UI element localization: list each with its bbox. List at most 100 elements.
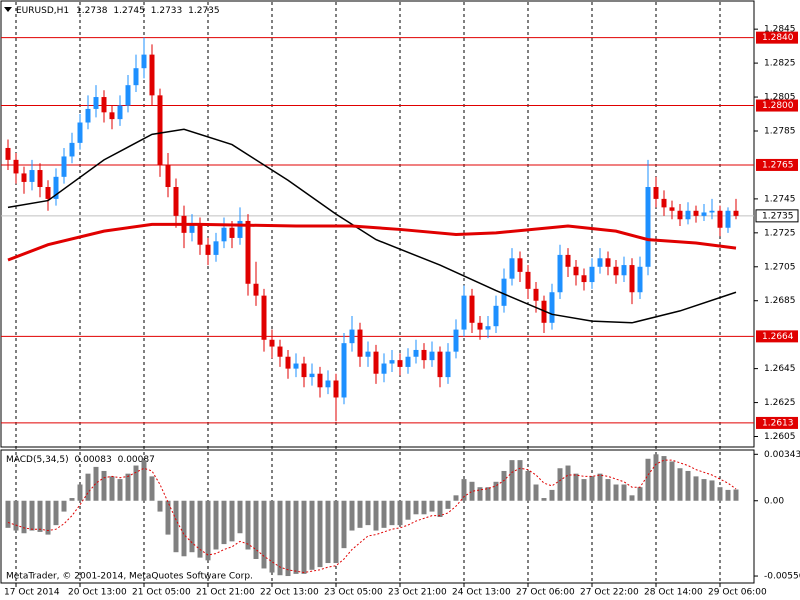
level-label: 1.2800 [762, 101, 794, 111]
macd-bar [325, 500, 331, 564]
candle-body [429, 351, 435, 361]
candle-body [637, 266, 643, 293]
y-tick-label: 0.00343 [764, 450, 800, 460]
candle-body [5, 147, 11, 160]
macd-bar [701, 479, 707, 501]
candle-body [77, 122, 83, 143]
candle-body [445, 351, 451, 378]
candle-body [229, 227, 235, 238]
candle-body [269, 339, 275, 347]
candle-body [69, 142, 75, 157]
macd-bar [549, 489, 555, 501]
macd-bar [477, 487, 483, 501]
candle-body [117, 105, 123, 120]
candle-body [701, 212, 707, 216]
candle-body [29, 170, 35, 182]
macd-bar [93, 466, 99, 501]
candle-body [469, 295, 475, 323]
macd-bar [61, 500, 67, 512]
macd-bar [645, 458, 651, 501]
signal-line [7, 459, 737, 574]
candle-body [541, 300, 547, 323]
candle-body [349, 329, 355, 344]
candle-body [101, 97, 107, 113]
macd-bar [525, 470, 531, 501]
candle-body [285, 356, 291, 369]
y-tick-label: 0.00 [764, 496, 784, 506]
x-tick-label: 23 Oct 21:00 [388, 588, 447, 598]
candle-body [245, 220, 251, 284]
macd-bar [117, 479, 123, 501]
candle-body [485, 326, 491, 330]
candle-body [573, 266, 579, 276]
candle-body [141, 54, 147, 69]
price-header: EURUSD,H1 1.2738 1.2745 1.2733 1.2735 [16, 6, 220, 16]
macd-bar [285, 500, 291, 577]
candle-body [517, 258, 523, 272]
macd-bar [53, 500, 59, 526]
macd-bar [605, 479, 611, 501]
candle-body [317, 373, 323, 388]
candle-body [685, 210, 691, 220]
macd-bar [421, 500, 427, 515]
candle-body [149, 54, 155, 96]
candle-body [173, 187, 179, 216]
candle-body [357, 329, 363, 357]
macd-bar [181, 500, 187, 557]
y-tick-label: 1.2685 [764, 296, 796, 306]
level-label-box [756, 99, 798, 112]
candle-body [373, 351, 379, 374]
macd-bar [597, 473, 603, 501]
x-tick-label: 24 Oct 13:00 [452, 588, 511, 598]
candle-body [709, 210, 715, 213]
menu-icon[interactable] [4, 7, 12, 12]
macd-bar [581, 479, 587, 501]
macd-bar [397, 500, 403, 526]
y-tick-label: 1.2805 [764, 93, 796, 103]
level-label: 1.2765 [762, 160, 794, 170]
candle-body [21, 173, 27, 182]
x-tick-label: 22 Oct 13:00 [260, 588, 319, 598]
macd-bar [405, 500, 411, 520]
macd-bar [629, 495, 635, 501]
symbol: EURUSD,H1 [16, 6, 69, 16]
candle-body [253, 283, 259, 296]
candle-body [453, 329, 459, 352]
candle-body [213, 241, 219, 255]
macd-bar [197, 500, 203, 558]
macd-bar [13, 500, 19, 531]
macd-bar [341, 500, 347, 549]
macd-bar [373, 500, 379, 531]
candle-body [13, 159, 19, 174]
macd-bar [621, 484, 627, 501]
x-tick-label: 21 Oct 05:00 [132, 588, 191, 598]
y-tick-label: 1.2625 [764, 398, 796, 408]
candle-body [37, 170, 43, 188]
y-tick-label: 1.2745 [764, 194, 796, 204]
macd-bar [453, 495, 459, 501]
candle-body [45, 187, 51, 199]
candle-body [661, 198, 667, 208]
macd-bar [205, 500, 211, 561]
macd-bar [317, 500, 323, 568]
macd-bar [669, 461, 675, 501]
candle-body [125, 85, 131, 106]
macd-bar [717, 487, 723, 501]
x-tick-label: 20 Oct 13:00 [68, 588, 127, 598]
y-tick-label: -0.00556 [764, 572, 800, 582]
macd-bar [165, 500, 171, 535]
macd-bar [533, 484, 539, 501]
macd-bar [301, 500, 307, 574]
candle-body [605, 258, 611, 267]
candle-body [277, 346, 283, 357]
candle-body [589, 266, 595, 283]
macd-bar [173, 500, 179, 553]
candle-body [717, 210, 723, 228]
macd-bar [709, 480, 715, 501]
macd-bar [109, 476, 115, 501]
macd-bar [725, 489, 731, 501]
bid-label-box [755, 209, 799, 223]
low-value: 1.2733 [151, 6, 183, 16]
candle-body [581, 275, 587, 283]
candle-body [597, 258, 603, 267]
